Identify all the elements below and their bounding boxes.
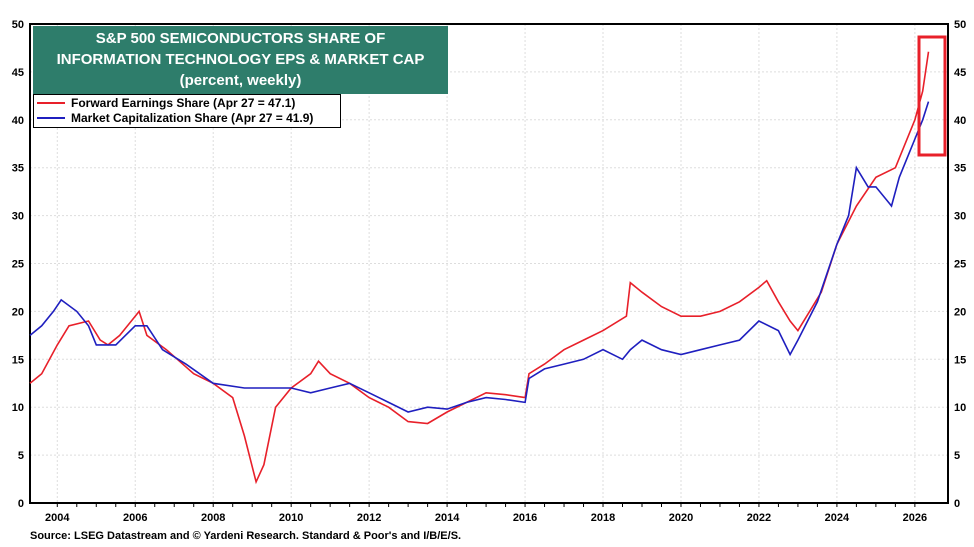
x-tick-label: 2008 [201,512,225,524]
x-tick-label: 2010 [279,512,303,524]
y-tick-label-right: 50 [954,19,966,31]
x-tick-label: 2016 [513,512,537,524]
y-tick-label-right: 10 [954,402,966,414]
legend-swatch-blue [37,116,65,119]
y-tick-label-left: 30 [12,211,24,223]
legend-label: Market Capitalization Share (Apr 27 = 41… [71,110,314,125]
y-tick-label-right: 25 [954,259,966,271]
legend-item-forward-earnings: Forward Earnings Share (Apr 27 = 47.1) [34,95,340,110]
y-tick-label-left: 0 [18,498,24,510]
y-tick-label-left: 40 [12,115,24,127]
x-tick-label: 2014 [435,512,460,524]
series-line-market-cap [29,101,930,413]
title-line-3: (percent, weekly) [179,72,302,89]
y-tick-label-left: 25 [12,259,24,271]
x-tick-label: 2026 [903,512,927,524]
y-tick-label-left: 15 [12,354,24,366]
x-tick-label: 2022 [747,512,771,524]
y-tick-label-right: 5 [954,450,960,462]
highlight-box [917,35,947,157]
y-tick-label-right: 15 [954,354,966,366]
y-tick-label-left: 35 [12,163,24,175]
chart-title: S&P 500 SEMICONDUCTORS SHARE OF INFORMAT… [33,26,448,94]
y-tick-label-left: 10 [12,402,24,414]
series-line-forward-earnings [29,51,930,485]
legend: Forward Earnings Share (Apr 27 = 47.1) M… [33,94,341,128]
x-tick-label: 2020 [669,512,693,524]
x-tick-label: 2006 [123,512,147,524]
y-tick-label-right: 35 [954,163,966,175]
y-tick-label-left: 45 [12,67,24,79]
y-tick-label-right: 30 [954,211,966,223]
y-tick-label-right: 0 [954,498,960,510]
title-line-2: INFORMATION TECHNOLOGY EPS & MARKET CAP [56,51,425,68]
legend-item-market-cap: Market Capitalization Share (Apr 27 = 41… [34,110,340,125]
y-tick-label-right: 40 [954,115,966,127]
y-tick-label-left: 5 [18,450,24,462]
y-tick-label-left: 50 [12,19,24,31]
legend-label: Forward Earnings Share (Apr 27 = 47.1) [71,95,296,110]
legend-swatch-red [37,101,65,104]
title-line-1: S&P 500 SEMICONDUCTORS SHARE OF [95,30,386,47]
y-tick-label-right: 20 [954,306,966,318]
plot-frame [29,23,949,504]
y-tick-label-left: 20 [12,306,24,318]
x-tick-label: 2004 [45,512,70,524]
y-tick-label-right: 45 [954,67,966,79]
source-note: Source: LSEG Datastream and © Yardeni Re… [30,530,462,542]
x-tick-label: 2018 [591,512,615,524]
x-tick-label: 2024 [825,512,850,524]
x-tick-label: 2012 [357,512,381,524]
